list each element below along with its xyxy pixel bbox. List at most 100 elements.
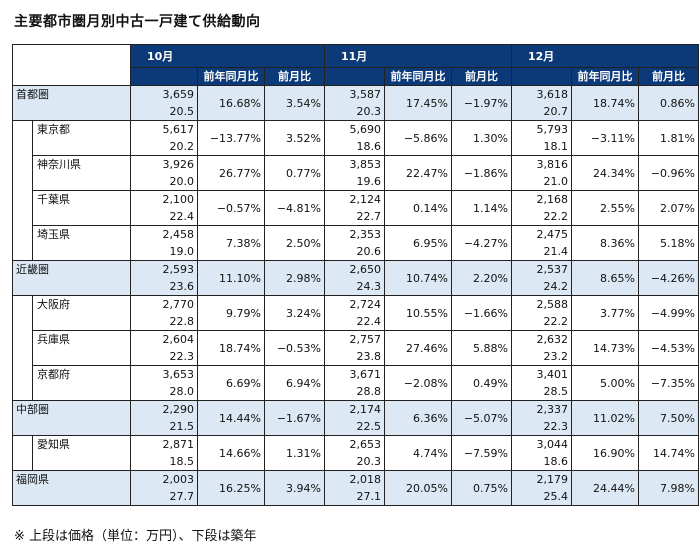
age-cell: 23.6 — [130, 278, 198, 296]
yoy-cell: 0.14% — [384, 190, 452, 226]
table-row: 神奈川県 3,926 26.77% 0.77% 3,853 22.47% −1.86% 3,8… — [12, 155, 699, 191]
yoy-cell: −2.08% — [384, 365, 452, 401]
age-cell: 20.7 — [511, 103, 572, 121]
age-cell: 28.5 — [511, 383, 572, 401]
yoy-cell: 4.74% — [384, 435, 452, 471]
yoy-cell: 9.79% — [197, 295, 265, 331]
age-cell: 24.3 — [324, 278, 385, 296]
price-cell: 5,617 — [130, 120, 198, 138]
mom-cell: 14.74% — [638, 435, 699, 471]
yoy-cell: 26.77% — [197, 155, 265, 191]
price-cell: 3,618 — [511, 85, 572, 103]
yoy-cell: 6.69% — [197, 365, 265, 401]
indent-cell — [12, 120, 33, 156]
table-row-sub: 20.5 20.3 20.7 — [13, 103, 699, 121]
mom-cell: −5.07% — [451, 400, 512, 436]
price-cell: 2,537 — [511, 260, 572, 278]
mom-cell: −4.27% — [451, 225, 512, 261]
table-row: 京都府 3,653 6.69% 6.94% 3,671 −2.08% 0.49% 3,401 5… — [12, 365, 699, 401]
age-cell: 28.8 — [324, 383, 385, 401]
mom-cell: 5.88% — [451, 330, 512, 366]
price-cell: 3,816 — [511, 155, 572, 173]
price-cell: 2,588 — [511, 295, 572, 313]
age-cell: 22.2 — [511, 313, 572, 331]
table-row-sub: 20.0 19.6 21.0 — [13, 173, 699, 191]
age-cell: 25.4 — [511, 488, 572, 506]
mom-cell: −1.66% — [451, 295, 512, 331]
table-row-sub: 27.7 27.1 25.4 — [13, 488, 699, 506]
yoy-cell: 24.34% — [571, 155, 639, 191]
mom-cell: 7.98% — [638, 470, 699, 506]
subheader-blank — [130, 67, 198, 86]
price-cell: 3,401 — [511, 365, 572, 383]
mom-cell: 3.94% — [264, 470, 325, 506]
mom-cell: −7.35% — [638, 365, 699, 401]
table-row: 福岡県 2,003 16.25% 3.94% 2,018 20.05% 0.75% 2,179… — [12, 470, 699, 506]
price-cell: 2,337 — [511, 400, 572, 418]
prefecture-name: 埼玉県 — [32, 225, 131, 261]
mom-cell: 3.52% — [264, 120, 325, 156]
yoy-cell: 18.74% — [197, 330, 265, 366]
region-name: 中部圏 — [12, 400, 131, 436]
price-cell: 2,593 — [130, 260, 198, 278]
yoy-cell: 3.77% — [571, 295, 639, 331]
price-cell: 2,757 — [324, 330, 385, 348]
age-cell: 23.8 — [324, 348, 385, 366]
yoy-cell: 7.38% — [197, 225, 265, 261]
age-cell: 21.4 — [511, 243, 572, 261]
subheader-mom: 前月比 — [638, 67, 699, 86]
indent-cell — [12, 330, 33, 366]
yoy-cell: 10.55% — [384, 295, 452, 331]
age-cell: 20.5 — [130, 103, 198, 121]
table-row: 埼玉県 2,458 7.38% 2.50% 2,353 6.95% −4.27% 2,475 8… — [12, 225, 699, 261]
table-row-sub: 19.0 20.6 21.4 — [13, 243, 699, 261]
price-cell: 2,653 — [324, 435, 385, 453]
price-cell: 5,793 — [511, 120, 572, 138]
indent-cell — [12, 155, 33, 191]
subheader-yoy: 前年同月比 — [384, 67, 452, 86]
yoy-cell: 16.25% — [197, 470, 265, 506]
price-cell: 2,604 — [130, 330, 198, 348]
yoy-cell: 14.73% — [571, 330, 639, 366]
mom-cell: −0.53% — [264, 330, 325, 366]
yoy-cell: 24.44% — [571, 470, 639, 506]
table-row: 大阪府 2,770 9.79% 3.24% 2,724 10.55% −1.66% 2,588… — [12, 295, 699, 331]
price-cell: 2,724 — [324, 295, 385, 313]
price-cell: 2,179 — [511, 470, 572, 488]
price-cell: 3,926 — [130, 155, 198, 173]
mom-cell: −7.59% — [451, 435, 512, 471]
age-cell: 23.2 — [511, 348, 572, 366]
mom-cell: −4.26% — [638, 260, 699, 296]
yoy-cell: 22.47% — [384, 155, 452, 191]
mom-cell: −4.99% — [638, 295, 699, 331]
age-cell: 18.5 — [130, 453, 198, 471]
table-row-sub: 22.4 22.7 22.2 — [13, 208, 699, 226]
mom-cell: 0.86% — [638, 85, 699, 121]
price-cell: 2,650 — [324, 260, 385, 278]
table-row: 愛知県 2,871 14.66% 1.31% 2,653 4.74% −7.59% 3,044… — [12, 435, 699, 471]
age-cell: 27.7 — [130, 488, 198, 506]
subheader-mom: 前月比 — [451, 67, 512, 86]
price-cell: 2,475 — [511, 225, 572, 243]
mom-cell: 0.75% — [451, 470, 512, 506]
mom-cell: 5.18% — [638, 225, 699, 261]
age-cell: 18.6 — [511, 453, 572, 471]
price-cell: 2,100 — [130, 190, 198, 208]
age-cell: 18.1 — [511, 138, 572, 156]
price-cell: 5,690 — [324, 120, 385, 138]
mom-cell: 0.77% — [264, 155, 325, 191]
corner-cell — [12, 44, 131, 86]
supply-table: 10月 11月 12月 前年同月比 前月比 前年同月比 前月比 前年同月比 前月… — [12, 44, 699, 506]
price-cell: 2,458 — [130, 225, 198, 243]
indent-cell — [12, 190, 33, 226]
age-cell: 20.6 — [324, 243, 385, 261]
age-cell: 22.4 — [130, 208, 198, 226]
subheader-blank — [324, 67, 385, 86]
mom-cell: −1.86% — [451, 155, 512, 191]
price-cell: 2,124 — [324, 190, 385, 208]
yoy-cell: 16.68% — [197, 85, 265, 121]
price-cell: 2,168 — [511, 190, 572, 208]
mom-cell: 1.30% — [451, 120, 512, 156]
age-cell: 18.6 — [324, 138, 385, 156]
age-cell: 20.3 — [324, 453, 385, 471]
